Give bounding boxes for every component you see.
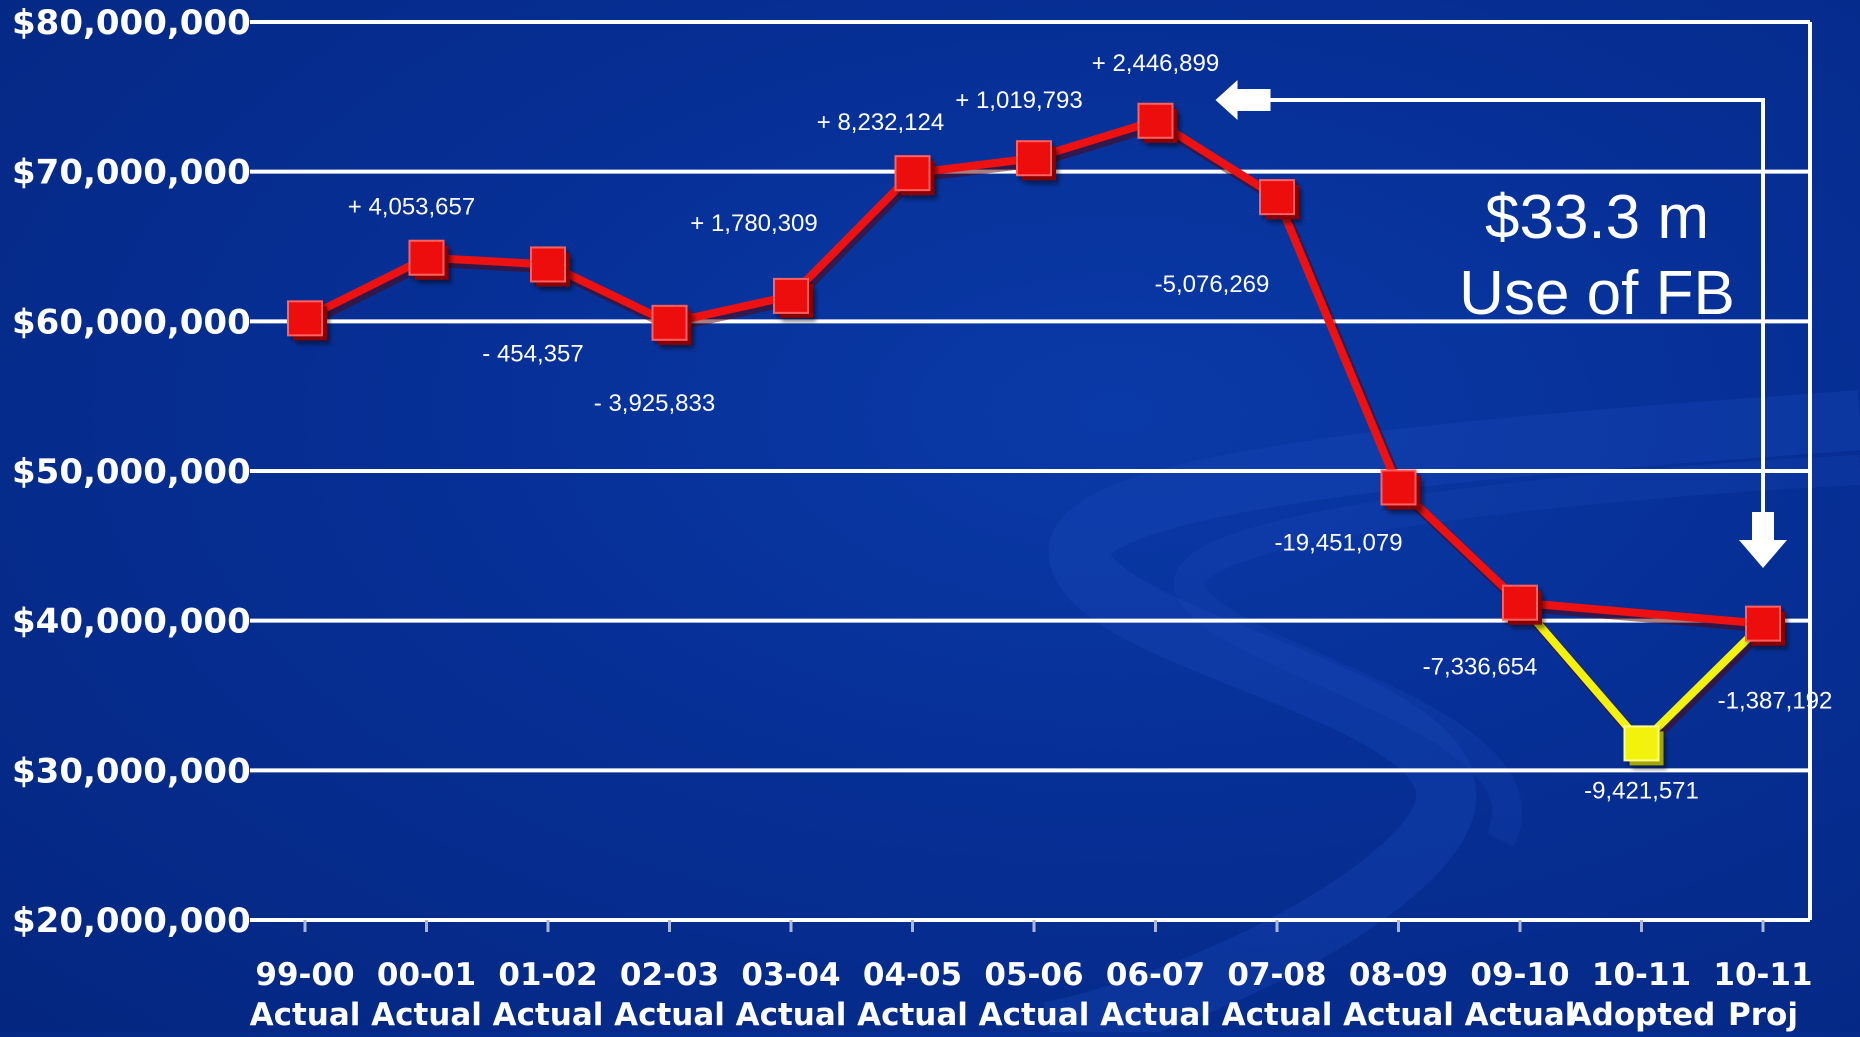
annotation-bracket	[1250, 98, 1765, 530]
y-tick-label: $70,000,000	[12, 153, 251, 193]
x-tick-label: 04-05 Actual	[857, 957, 968, 1032]
red-data-point	[1259, 179, 1299, 220]
red-data-point	[1016, 140, 1056, 181]
data-label: + 2,446,899	[1092, 50, 1219, 77]
data-label: -9,421,571	[1584, 777, 1699, 804]
y-tick-label: $30,000,000	[12, 751, 251, 791]
data-label: + 4,053,657	[348, 194, 475, 221]
x-tick-label: 00-01 Actual	[371, 957, 482, 1032]
x-tick-label: 10-11 Adopted	[1568, 957, 1716, 1032]
red-data-point	[1745, 605, 1785, 646]
red-data-point	[894, 155, 935, 196]
data-label: - 3,925,833	[594, 390, 715, 417]
data-labels: + 4,053,657 - 454,357 - 3,925,833 + 1,780,3…	[348, 50, 1833, 805]
background-swirl	[1043, 390, 1860, 1037]
data-label: + 1,780,309	[690, 210, 817, 237]
data-label: + 8,232,124	[817, 109, 944, 136]
red-data-point	[1137, 102, 1178, 143]
x-tick-label: 01-02 Actual	[493, 957, 604, 1032]
red-data-point	[530, 246, 570, 287]
y-tick-label: $40,000,000	[12, 602, 251, 642]
yellow-data-point	[1623, 725, 1664, 766]
y-tick-label: $20,000,000	[12, 901, 251, 941]
data-label: + 1,019,793	[955, 87, 1082, 114]
y-tick-label: $50,000,000	[12, 452, 251, 492]
red-data-point	[1380, 469, 1421, 510]
y-axis: $20,000,000 $30,000,000 $40,000,000 $50,000…	[12, 3, 251, 941]
fund-balance-annotation: $33.3 m Use of FB	[1215, 80, 1787, 568]
data-label: - 454,357	[482, 340, 583, 367]
x-tick-label: 99-00 Actual	[250, 957, 361, 1032]
data-label: -19,451,079	[1274, 529, 1402, 556]
x-tick-label: 10-11 Proj	[1713, 957, 1812, 1032]
annotation-callout: $33.3 m Use of FB	[1459, 183, 1735, 328]
y-tick-label: $80,000,000	[12, 3, 251, 43]
arrow-left-icon	[1215, 80, 1271, 120]
x-tick-label: 07-08 Actual	[1222, 957, 1333, 1032]
x-tick-label: 05-06 Actual	[979, 957, 1090, 1032]
y-tick-label: $60,000,000	[12, 302, 251, 342]
data-label: -1,387,192	[1718, 688, 1833, 715]
x-tick-label: 03-04 Actual	[736, 957, 847, 1032]
red-data-point	[773, 277, 813, 318]
red-data-point	[1502, 584, 1542, 625]
series-layer	[287, 102, 1785, 766]
red-data-point	[287, 300, 327, 341]
data-label: -7,336,654	[1423, 654, 1538, 681]
red-data-point	[651, 304, 692, 345]
x-tick-label: 06-07 Actual	[1100, 957, 1211, 1032]
x-tick-label: 08-09 Actual	[1343, 957, 1454, 1032]
red-data-point	[408, 239, 449, 280]
x-tick-label: 09-10 Actual	[1465, 957, 1576, 1032]
arrow-down-icon	[1739, 512, 1787, 568]
x-tick-label: 02-03 Actual	[614, 957, 725, 1032]
data-label: -5,076,269	[1155, 271, 1270, 298]
